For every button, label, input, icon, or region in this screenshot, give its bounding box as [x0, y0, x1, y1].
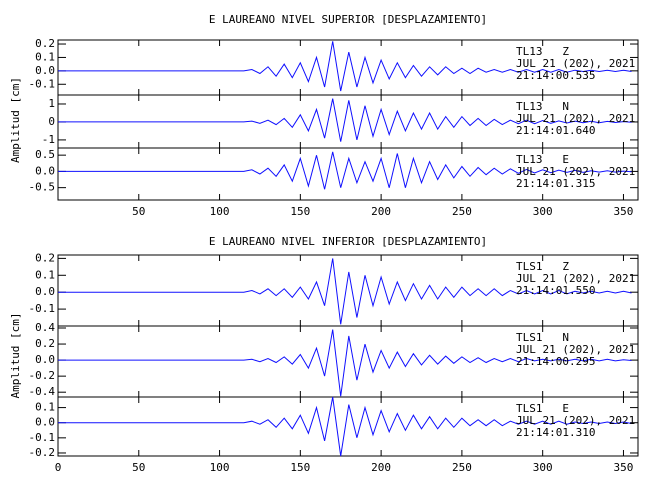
date-label: JUL 21 (202), 2021: [516, 414, 635, 427]
waveform: [58, 396, 632, 457]
y-tick-label: 0.1: [35, 401, 55, 414]
y-tick-label: -0.2: [29, 446, 56, 459]
x-tick-label: 250: [452, 461, 472, 474]
station-label: TL13 N: [516, 100, 569, 113]
y-axis-label: Amplitud [cm]: [9, 312, 22, 398]
waveform: [58, 41, 632, 92]
station-label: TL13 Z: [516, 45, 569, 58]
y-tick-label: 0.1: [35, 50, 55, 63]
y-tick-label: -0.1: [29, 302, 56, 315]
time-label: 21:14:00.535: [516, 69, 595, 82]
x-tick-label: 250: [452, 205, 472, 218]
waveform: [58, 151, 632, 190]
chart-title: E LAUREANO NIVEL INFERIOR [DESPLAZAMIENT…: [209, 235, 487, 248]
y-tick-label: -0.1: [29, 77, 56, 90]
date-label: JUL 21 (202), 2021: [516, 112, 635, 125]
time-label: 21:14:01.310: [516, 426, 595, 439]
y-tick-label: -0.2: [29, 369, 56, 382]
date-label: JUL 21 (202), 2021: [516, 272, 635, 285]
waveform: [58, 258, 632, 325]
y-tick-label: 0.5: [35, 148, 55, 161]
y-tick-label: 0.0: [35, 353, 55, 366]
y-tick-label: -0.4: [29, 385, 56, 398]
x-tick-label: 50: [132, 461, 145, 474]
x-tick-label: 150: [290, 205, 310, 218]
y-tick-label: 0.2: [35, 251, 55, 264]
x-tick-label: 350: [614, 461, 634, 474]
waveform: [58, 329, 632, 397]
chart-title: E LAUREANO NIVEL SUPERIOR [DESPLAZAMIENT…: [209, 13, 487, 26]
x-tick-label: 100: [210, 461, 230, 474]
station-label: TLS1 N: [516, 331, 569, 344]
x-tick-label: 0: [55, 461, 62, 474]
time-label: 21:14:00.295: [516, 355, 595, 368]
y-tick-label: -1: [42, 133, 55, 146]
y-tick-label: 0.2: [35, 337, 55, 350]
date-label: JUL 21 (202), 2021: [516, 165, 635, 178]
y-tick-label: 0.4: [35, 321, 55, 334]
panel-frame: [57, 147, 639, 201]
x-tick-label: 300: [533, 205, 553, 218]
time-label: 21:14:01.640: [516, 124, 595, 137]
x-tick-label: 200: [371, 461, 391, 474]
time-label: 21:14:01.550: [516, 284, 595, 297]
x-tick-label: 200: [371, 205, 391, 218]
y-tick-label: 1: [48, 97, 55, 110]
waveform: [58, 98, 632, 142]
y-tick-label: 0.1: [35, 268, 55, 281]
x-tick-label: 50: [132, 205, 145, 218]
y-tick-label: 0.0: [35, 164, 55, 177]
y-tick-label: 0.0: [35, 416, 55, 429]
y-tick-label: -0.5: [29, 181, 56, 194]
x-tick-label: 350: [614, 205, 634, 218]
x-tick-label: 300: [533, 461, 553, 474]
y-tick-label: 0.0: [35, 64, 55, 77]
y-axis-label: Amplitud [cm]: [9, 77, 22, 163]
y-tick-label: 0.0: [35, 285, 55, 298]
x-tick-label: 100: [210, 205, 230, 218]
y-tick-label: 0.2: [35, 37, 55, 50]
time-label: 21:14:01.315: [516, 177, 595, 190]
station-label: TLS1 E: [516, 402, 569, 415]
station-label: TL13 E: [516, 153, 569, 166]
x-tick-label: 150: [290, 461, 310, 474]
y-tick-label: -0.1: [29, 431, 56, 444]
station-label: TLS1 Z: [516, 260, 569, 273]
y-tick-label: 0: [48, 115, 55, 128]
date-label: JUL 21 (202), 2021: [516, 57, 635, 70]
date-label: JUL 21 (202), 2021: [516, 343, 635, 356]
panel-frame: [57, 396, 639, 457]
